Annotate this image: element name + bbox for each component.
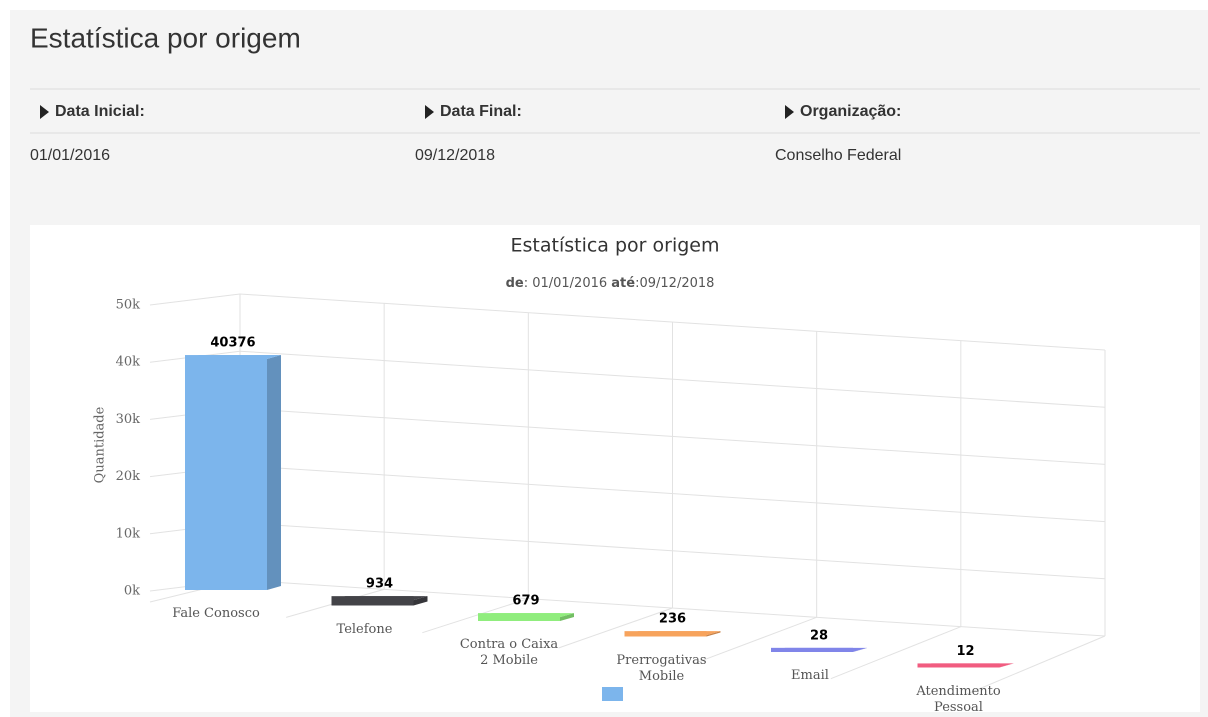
chart-subtitle: de: 01/01/2016 até:09/12/2018 bbox=[506, 276, 715, 291]
x-tick-label: Email bbox=[791, 668, 829, 683]
bar bbox=[185, 355, 267, 590]
y-tick-label: 40k bbox=[116, 355, 141, 370]
subtitle-part: de bbox=[506, 276, 524, 291]
chart-title: Estatística por origem bbox=[511, 235, 720, 257]
floor-line bbox=[558, 607, 673, 649]
y-tick-label: 10k bbox=[116, 526, 141, 541]
x-tick-label: Prerrogativas Mobile bbox=[616, 652, 707, 684]
bars: 40376 934 679 236 28 12 bbox=[185, 336, 1014, 668]
floor-line bbox=[966, 635, 1106, 695]
subtitle-part: até bbox=[611, 276, 635, 291]
triangle-icon bbox=[785, 105, 794, 119]
x-tick-label: Contra o Caixa 2 Mobile bbox=[459, 637, 559, 668]
bar-side bbox=[413, 596, 428, 606]
filter-label: Data Final: bbox=[440, 103, 522, 120]
filters: Data Inicial: 01/01/2016 Data Final: 09/12/… bbox=[30, 103, 901, 164]
y-axis-label: Quantidade bbox=[93, 406, 108, 483]
subtitle-part: : 01/01/2016 bbox=[524, 276, 612, 291]
filter-label: Organização: bbox=[800, 103, 901, 120]
y-tick-label: 20k bbox=[116, 469, 141, 484]
data-label: 28 bbox=[810, 628, 828, 643]
bar-side bbox=[706, 631, 721, 637]
y-tick-label: 30k bbox=[116, 412, 141, 427]
bar-side bbox=[853, 647, 867, 652]
floor-line bbox=[830, 626, 962, 680]
filter-label: Data Inicial: bbox=[55, 103, 145, 120]
legend-symbol bbox=[602, 687, 623, 701]
subtitle-part: :09/12/2018 bbox=[635, 276, 714, 291]
bar bbox=[478, 613, 560, 621]
x-tick-label: Atendimento Pessoal bbox=[916, 683, 1001, 715]
triangle-icon bbox=[40, 105, 49, 119]
filter-value: Conselho Federal bbox=[775, 147, 901, 164]
triangle-icon bbox=[425, 105, 434, 119]
floor-line bbox=[422, 598, 529, 634]
bar bbox=[331, 596, 414, 606]
bar-side bbox=[999, 663, 1014, 668]
data-label: 679 bbox=[512, 594, 539, 609]
data-label: 236 bbox=[659, 612, 686, 627]
y-tick-label: 0k bbox=[124, 584, 140, 599]
floor-line bbox=[694, 616, 817, 664]
y-tick-label: 50k bbox=[116, 298, 141, 313]
data-label: 40376 bbox=[210, 336, 255, 351]
bar bbox=[917, 663, 1000, 668]
data-label: 934 bbox=[366, 577, 393, 592]
data-label: 12 bbox=[956, 644, 974, 659]
bar-side bbox=[560, 613, 574, 621]
page-title: Estatística por origem bbox=[30, 22, 301, 53]
filter-value: 01/01/2016 bbox=[30, 147, 110, 164]
bar-side bbox=[267, 355, 281, 590]
x-tick-label: Telefone bbox=[336, 621, 393, 637]
filter-value: 09/12/2018 bbox=[415, 147, 495, 164]
bar bbox=[624, 631, 707, 637]
x-tick-label: Fale Conosco bbox=[172, 606, 260, 621]
bar bbox=[771, 647, 853, 652]
